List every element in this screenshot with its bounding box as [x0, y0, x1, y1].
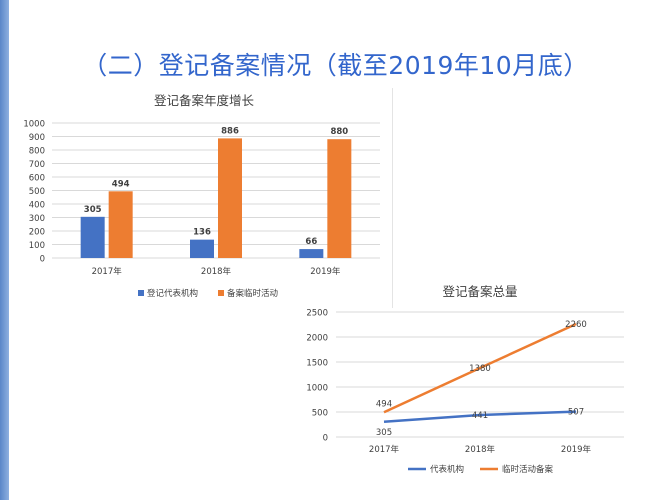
legend-label: 代表机构	[430, 464, 464, 475]
data-label: 305	[376, 428, 392, 438]
data-label: 66	[305, 237, 317, 247]
bar	[190, 239, 214, 258]
bar	[218, 138, 242, 258]
series-line	[383, 322, 577, 414]
y-tick-label: 1000	[306, 384, 328, 394]
y-tick-label: 400	[29, 201, 45, 211]
data-label: 494	[112, 179, 130, 189]
legend-label: 登记代表机构	[147, 288, 198, 299]
y-tick-label: 1000	[23, 120, 45, 130]
data-label: 136	[193, 228, 211, 238]
y-tick-label: 2000	[306, 334, 328, 344]
x-tick-label: 2017年	[369, 444, 400, 455]
bar	[327, 139, 352, 258]
data-label: 441	[472, 411, 488, 421]
line-chart-total: 登记备案总量 0 500 1000 1500 2000 2500 2017年 2018年 2019…	[304, 276, 638, 488]
data-label: 886	[221, 126, 239, 136]
y-tick-label: 100	[29, 241, 45, 251]
data-label: 305	[84, 205, 102, 215]
slide-title: （二）登记备案情况（截至2019年10月底）	[82, 51, 589, 80]
divider-line	[392, 88, 393, 308]
y-tick-label: 1500	[306, 359, 328, 369]
data-label: 507	[568, 408, 584, 418]
bar-chart-svg: 登记备案年度增长 0 100 200 300 400 500 600 700 800 900 1000…	[23, 93, 380, 299]
y-tick-label: 600	[29, 174, 45, 184]
y-tick-label: 2500	[306, 309, 328, 319]
bar	[299, 249, 324, 258]
slide-accent-bar	[0, 0, 9, 500]
y-tick-label: 0	[40, 255, 45, 265]
y-tick-label: 900	[29, 133, 45, 143]
bar	[108, 191, 133, 258]
y-tick-label: 200	[29, 228, 45, 238]
y-tick-label: 300	[29, 214, 45, 224]
y-tick-label: 700	[29, 160, 45, 170]
data-label: 880	[330, 127, 348, 137]
x-tick-label: 2017年	[92, 266, 123, 277]
x-tick-label: 2019年	[561, 444, 592, 455]
y-tick-label: 800	[29, 147, 45, 157]
legend-swatch	[218, 290, 224, 296]
legend-label: 临时活动备案	[502, 464, 554, 475]
x-tick-label: 2019年	[310, 266, 341, 277]
series-line	[383, 410, 577, 423]
bar	[80, 216, 105, 258]
y-tick-label: 0	[323, 434, 328, 444]
legend-swatch	[138, 290, 144, 296]
data-label: 1380	[469, 364, 491, 374]
bar-chart-annual-growth: 登记备案年度增长 0 100 200 300 400 500 600 700 800 900 1000…	[16, 86, 392, 306]
chart-title: 登记备案总量	[442, 284, 517, 299]
y-tick-label: 500	[29, 187, 45, 197]
x-tick-label: 2018年	[201, 266, 232, 277]
data-label: 494	[376, 399, 392, 409]
line-chart-svg: 登记备案总量 0 500 1000 1500 2000 2500 2017年 2018年 2019…	[306, 284, 624, 475]
y-tick-label: 500	[312, 409, 328, 419]
x-tick-label: 2018年	[465, 444, 496, 455]
chart-title: 登记备案年度增长	[154, 93, 255, 108]
legend-label: 备案临时活动	[227, 288, 279, 299]
data-label: 2260	[565, 320, 587, 330]
